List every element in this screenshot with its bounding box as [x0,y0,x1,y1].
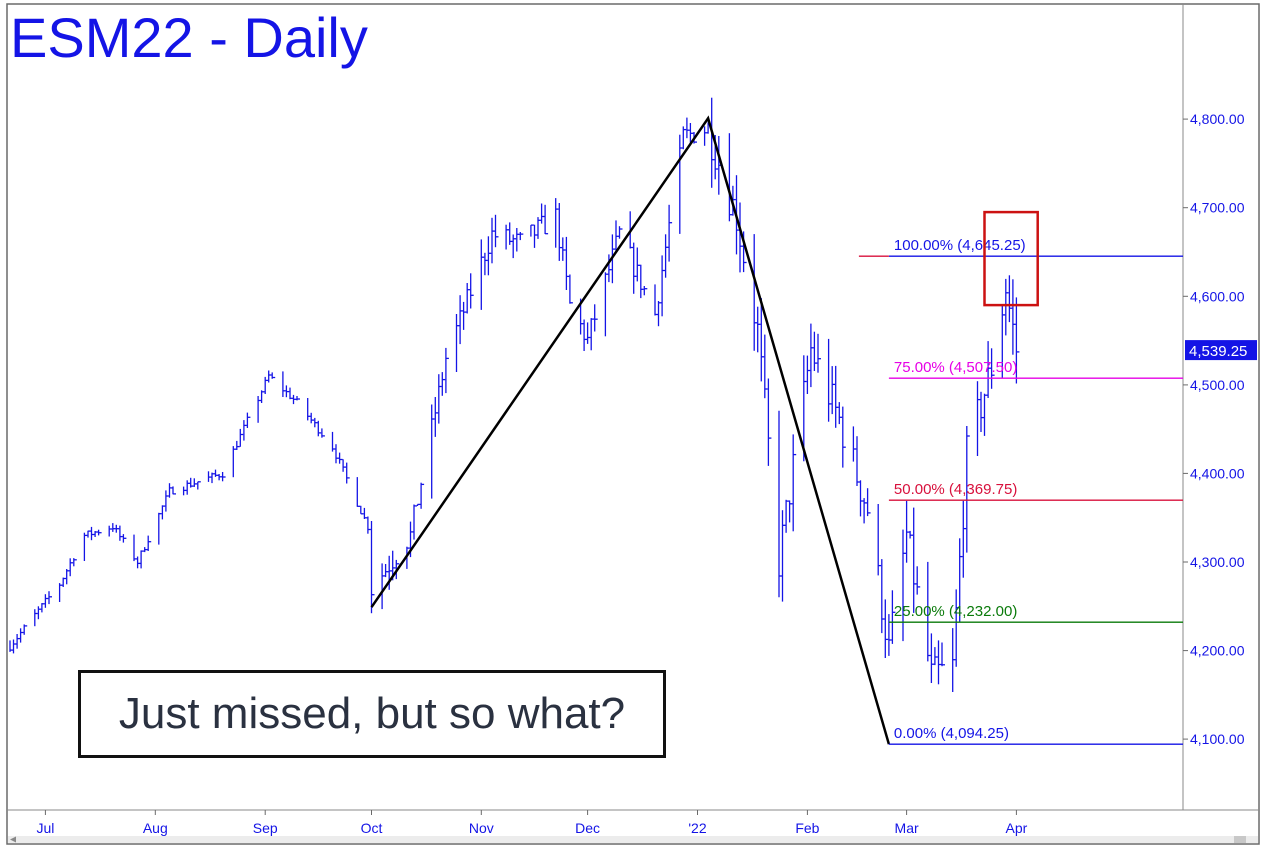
scrollbar-track[interactable] [8,836,1258,843]
x-tick-label: Oct [361,820,383,836]
x-tick-label: '22 [688,820,706,836]
plot-frame [6,3,1260,845]
ohlc-bars [9,97,1020,692]
annotation-callout: Just missed, but so what? [78,670,666,758]
fib-level-label: 75.00% (4,507.50) [894,359,1017,376]
scrollbar-thumb[interactable] [1234,836,1246,843]
fib-level-label: 100.00% (4,645.25) [894,237,1026,254]
x-tick-label: Sep [253,820,278,836]
x-tick-label: Jul [36,820,54,836]
y-tick-label: 4,200.00 [1190,643,1245,659]
last-price-marker [1185,340,1257,361]
y-tick-label: 4,300.00 [1190,554,1245,570]
price-axis: 4,100.00 4,200.00 4,300.00 4,400.00 4,500.00… [1183,111,1257,747]
x-tick-label: Feb [795,820,819,836]
fib-levels: 100.00% (4,645.25) 75.00% (4,507.50) 50.00… [858,210,1183,745]
time-axis: Jul Aug Sep Oct Nov Dec '22 Feb Mar Apr [36,810,1028,836]
abc-pattern-line [370,115,891,745]
y-tick-label: 4,700.00 [1190,200,1245,216]
y-tick-label: 4,600.00 [1190,288,1245,304]
fib-level-label: 0.00% (4,094.25) [894,725,1009,742]
fib-level-label: 50.00% (4,369.75) [894,481,1017,498]
x-tick-label: Apr [1006,820,1028,836]
scroll-left-arrow-icon[interactable] [10,836,16,843]
x-tick-label: Mar [895,820,919,836]
y-tick-label: 4,800.00 [1190,111,1245,127]
fib-level-label: 25.00% (4,232.00) [894,603,1017,620]
abc-pattern [370,115,891,745]
x-tick-label: Nov [469,820,494,836]
target-box [983,210,1039,307]
y-tick-label: 4,500.00 [1190,377,1245,393]
chart-title: ESM22 - Daily [10,6,368,69]
y-tick-label: 4,400.00 [1190,465,1245,481]
y-tick-label: 4,100.00 [1190,731,1245,747]
x-tick-label: Aug [143,820,168,836]
x-tick-label: Dec [575,820,600,836]
horizontal-scrollbar[interactable] [8,836,1258,843]
last-price-label: 4,539.25 [1189,343,1247,360]
